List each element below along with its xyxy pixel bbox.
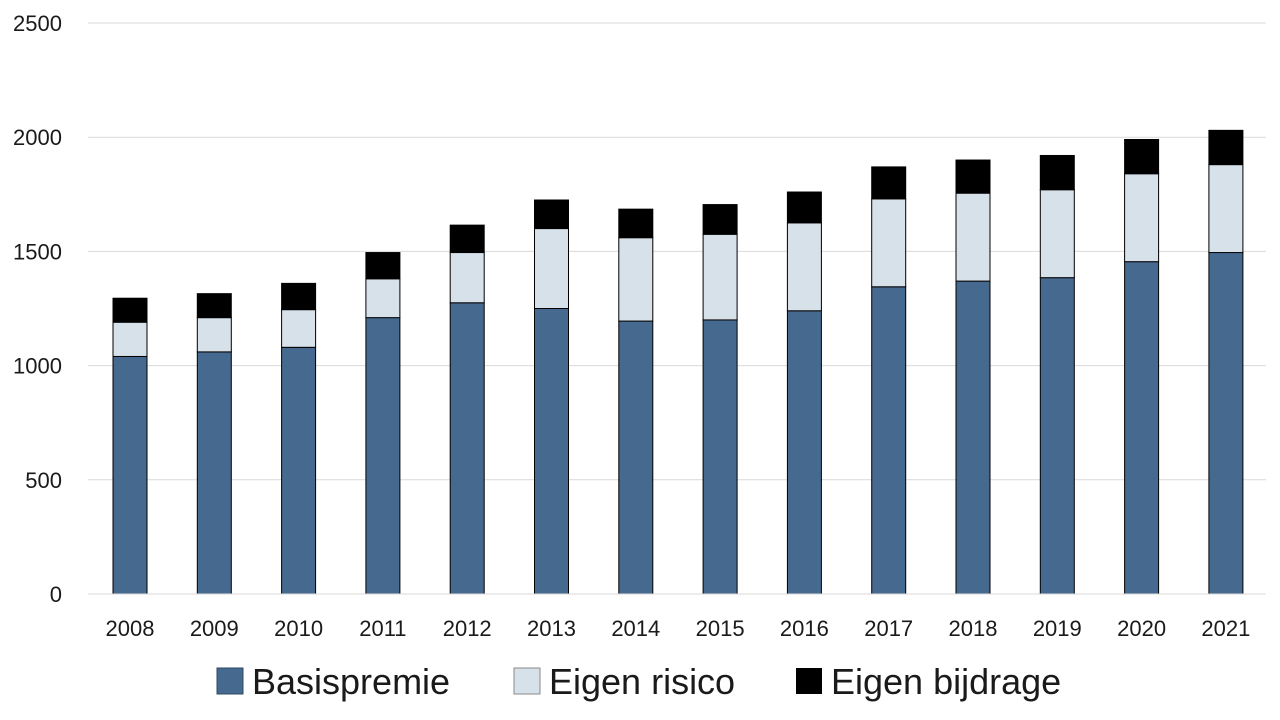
bar-eigen-bijdrage-2014 — [618, 208, 654, 239]
bar-eigen-bijdrage-2015 — [702, 204, 738, 235]
bar-eigen-bijdrage-2019 — [1039, 154, 1075, 191]
bar-eigen-risico-2019 — [1039, 189, 1075, 279]
bar-eigen-risico-2021 — [1208, 164, 1244, 254]
bar-eigen-risico-2011 — [365, 278, 401, 319]
x-tick-label-2015: 2015 — [696, 616, 745, 641]
x-tick-label-2018: 2018 — [949, 616, 998, 641]
x-tick-label-2012: 2012 — [443, 616, 492, 641]
bar-basispremie-2014 — [618, 320, 654, 595]
legend-label-basispremie: Basispremie — [252, 661, 450, 702]
bar-eigen-risico-2015 — [702, 233, 738, 321]
legend: Basispremie Eigen risico Eigen bijdrage — [216, 661, 1061, 702]
bar-basispremie-2008 — [112, 355, 148, 595]
y-axis-tick-labels: 0 500 1000 1500 2000 2500 — [13, 11, 62, 607]
legend-swatch-eigen-bijdrage — [796, 668, 822, 694]
x-tick-label-2008: 2008 — [106, 616, 155, 641]
legend-swatch-basispremie — [216, 667, 244, 695]
bar-eigen-risico-2010 — [281, 309, 317, 348]
x-tick-label-2021: 2021 — [1201, 616, 1250, 641]
x-axis-tick-labels: 2008 2009 2010 2011 2012 2013 2014 2015 2016 2017… — [106, 616, 1251, 641]
bar-eigen-risico-2017 — [871, 198, 907, 288]
x-tick-label-2019: 2019 — [1033, 616, 1082, 641]
x-tick-label-2011: 2011 — [359, 616, 406, 641]
bar-eigen-bijdrage-2010 — [281, 282, 317, 311]
bar-basispremie-2020 — [1124, 261, 1160, 595]
bar-eigen-risico-2018 — [955, 192, 991, 282]
bar-basispremie-2018 — [955, 280, 991, 595]
bar-basispremie-2017 — [871, 286, 907, 595]
legend-swatch-eigen-risico — [513, 667, 541, 695]
bar-eigen-risico-2014 — [618, 237, 654, 322]
x-tick-label-2014: 2014 — [611, 616, 660, 641]
y-tick-label-2000: 2000 — [13, 125, 62, 150]
bar-eigen-bijdrage-2021 — [1208, 129, 1244, 166]
bar-basispremie-2016 — [786, 310, 822, 595]
x-tick-label-2013: 2013 — [527, 616, 576, 641]
x-tick-label-2017: 2017 — [864, 616, 913, 641]
legend-label-eigen-risico: Eigen risico — [549, 661, 735, 702]
legend-label-eigen-bijdrage: Eigen bijdrage — [831, 661, 1061, 702]
bar-basispremie-2021 — [1208, 252, 1244, 595]
bar-basispremie-2010 — [281, 346, 317, 595]
bar-eigen-bijdrage-2011 — [365, 252, 401, 280]
gridlines — [88, 22, 1266, 481]
bar-eigen-bijdrage-2009 — [196, 293, 232, 319]
bar-basispremie-2015 — [702, 319, 738, 595]
y-tick-label-0: 0 — [50, 582, 62, 607]
bar-basispremie-2013 — [534, 308, 569, 595]
bar-eigen-risico-2020 — [1124, 173, 1160, 263]
bar-basispremie-2019 — [1039, 277, 1075, 595]
bar-eigen-bijdrage-2020 — [1124, 138, 1160, 175]
bar-basispremie-2009 — [196, 351, 232, 595]
x-tick-label-2016: 2016 — [780, 616, 829, 641]
bar-eigen-bijdrage-2018 — [955, 159, 991, 194]
bar-eigen-bijdrage-2008 — [112, 297, 148, 323]
bar-eigen-risico-2008 — [112, 321, 148, 357]
y-tick-label-500: 500 — [25, 468, 62, 493]
bar-eigen-bijdrage-2013 — [534, 199, 569, 230]
bar-eigen-bijdrage-2017 — [871, 166, 907, 200]
bar-eigen-bijdrage-2012 — [449, 224, 485, 254]
bar-eigen-risico-2009 — [196, 317, 232, 353]
bar-eigen-risico-2013 — [534, 228, 569, 309]
y-tick-label-1500: 1500 — [13, 239, 62, 264]
bars — [112, 129, 1244, 595]
bar-eigen-risico-2012 — [449, 252, 485, 304]
bar-eigen-risico-2016 — [786, 222, 822, 312]
y-tick-label-2500: 2500 — [13, 11, 62, 36]
bar-basispremie-2011 — [365, 317, 401, 595]
bar-eigen-bijdrage-2016 — [786, 191, 822, 224]
x-tick-label-2009: 2009 — [190, 616, 239, 641]
bar-basispremie-2012 — [449, 302, 485, 595]
x-tick-label-2010: 2010 — [274, 616, 323, 641]
x-tick-label-2020: 2020 — [1117, 616, 1166, 641]
y-tick-label-1000: 1000 — [13, 354, 62, 379]
